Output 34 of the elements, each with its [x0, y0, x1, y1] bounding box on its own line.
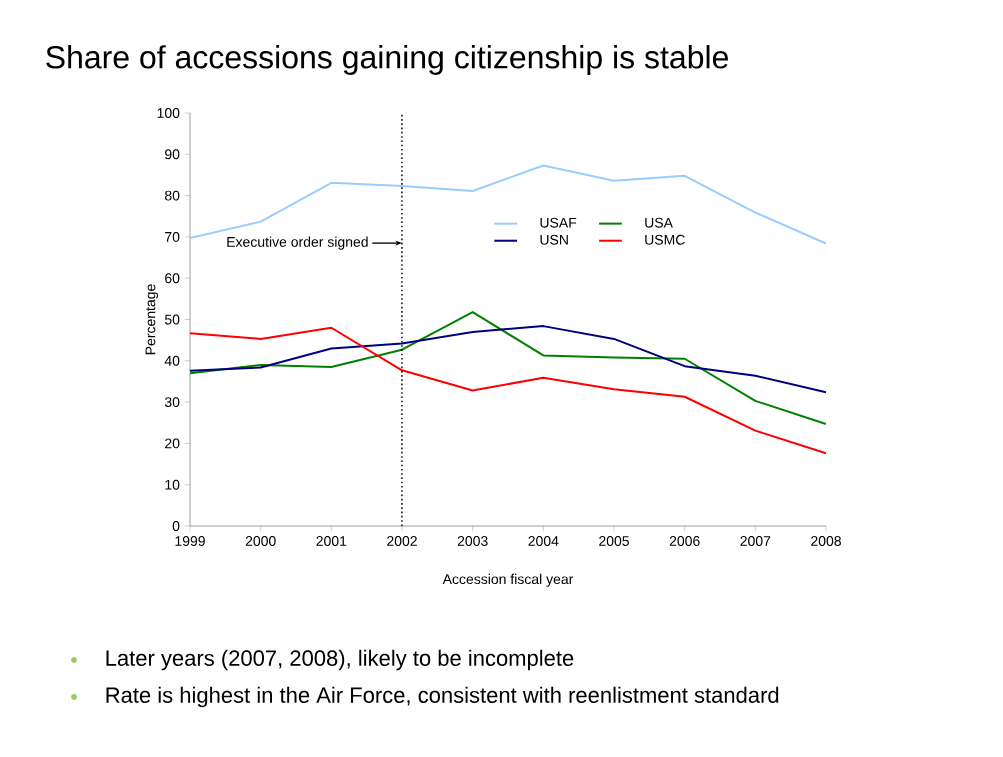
- legend-label: USMC: [645, 234, 685, 245]
- y-tick-label: 30: [164, 397, 180, 408]
- ref-line-label: Executive order signed: [227, 236, 368, 250]
- y-tick-label: 0: [172, 521, 180, 531]
- y-tick-label: 10: [165, 479, 180, 490]
- x-tick-label: 2007: [740, 536, 771, 546]
- x-tick-label: 2004: [528, 536, 559, 546]
- legend-label: USAF: [540, 217, 577, 228]
- y-tick-label: 20: [165, 438, 180, 449]
- x-tick-label: 2000: [245, 536, 276, 546]
- y-axis-title: Percentage: [145, 284, 159, 355]
- y-tick-label: 50: [164, 314, 180, 325]
- chart-title: Share of accessions gaining citizenship is stable: [46, 45, 728, 75]
- x-tick-label: 2008: [811, 536, 841, 546]
- y-tick-label: 60: [165, 273, 180, 284]
- x-tick-label: 1999: [175, 536, 205, 546]
- y-tick-label: 100: [157, 108, 180, 118]
- line-series: [190, 326, 827, 455]
- x-tick-label: 2006: [669, 536, 700, 546]
- text: Rate is highest in the Air Force, consistent with reenlistment standard: [106, 686, 779, 708]
- line-series: [190, 325, 827, 394]
- legend-label: USA: [645, 217, 673, 228]
- line-series: [190, 311, 827, 425]
- x-tick-label: 2001: [316, 536, 347, 546]
- y-tick-label: 80: [164, 190, 180, 201]
- text: Later years (2007, 2008), likely to be incomplete: [106, 649, 574, 671]
- legend-label: USN: [540, 234, 568, 245]
- y-tick-label: 70: [165, 231, 180, 242]
- x-tick-label: 2005: [599, 536, 629, 546]
- y-tick-label: 40: [164, 355, 180, 366]
- y-tick-label: 90: [165, 149, 180, 160]
- x-tick-label: 2003: [457, 536, 488, 546]
- x-axis-title: Accession fiscal year: [442, 573, 574, 587]
- x-tick-label: 2002: [387, 536, 417, 546]
